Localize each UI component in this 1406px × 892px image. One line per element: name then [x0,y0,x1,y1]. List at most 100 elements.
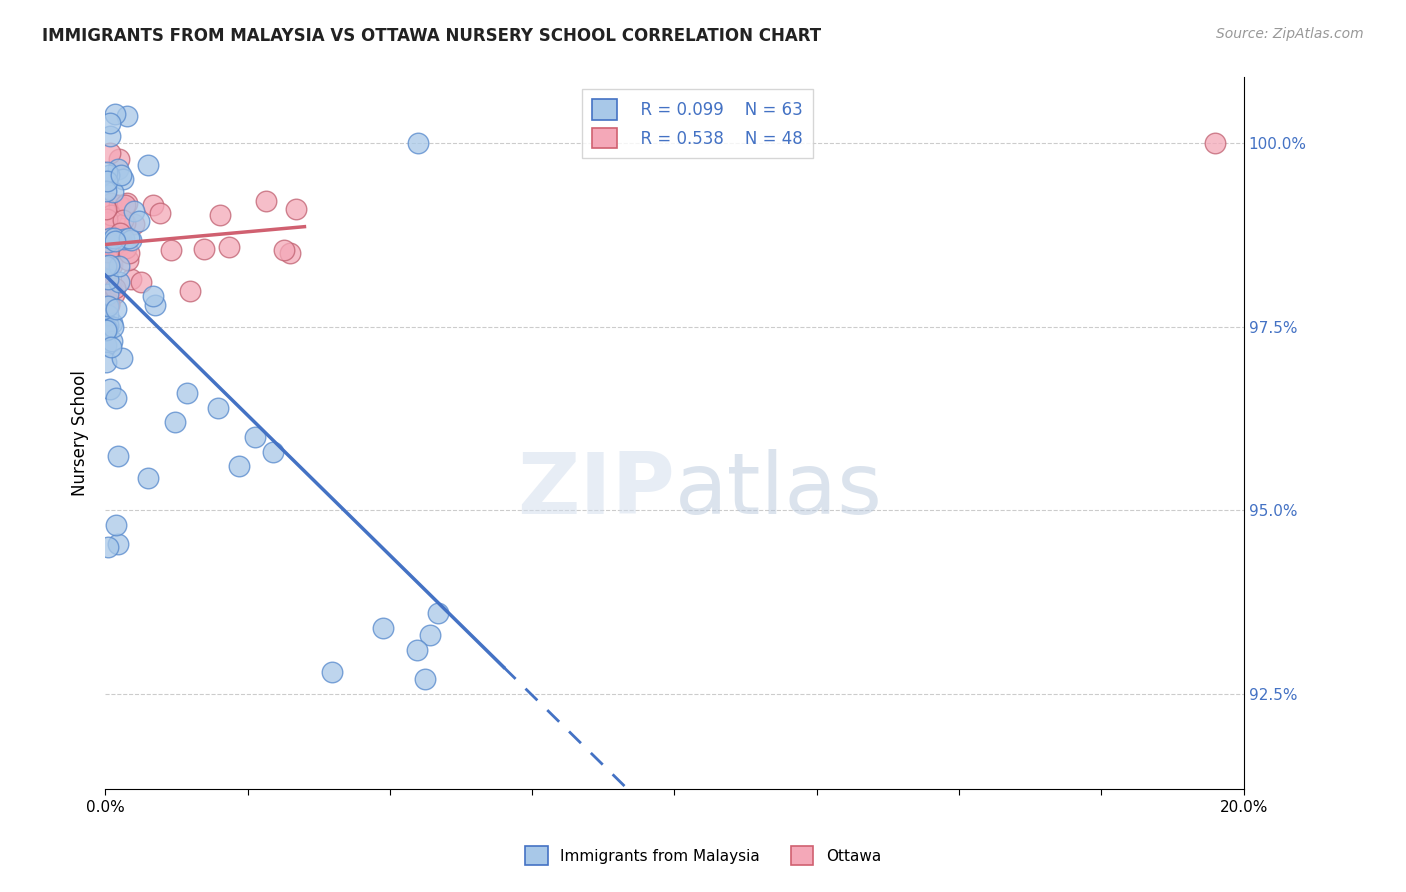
Point [108,226,131,240]
Point [111,172,134,186]
Legend:   R = 0.099    N = 63,   R = 0.538    N = 48: R = 0.099 N = 63, R = 0.538 N = 48 [582,89,813,159]
Point [97,308,120,322]
Point [96,322,118,336]
Point [94,299,117,313]
Point [128,214,150,228]
Point [117,195,139,210]
Point [408,136,430,151]
Point [179,284,201,298]
Point [101,253,124,268]
Point [208,208,231,222]
Text: ZIP: ZIP [517,449,675,532]
Point [98,258,121,272]
Point [100,116,122,130]
Point [112,232,135,246]
Point [104,391,127,405]
Point [114,198,136,212]
Point [115,110,138,124]
Point [101,258,124,272]
Point [94,202,117,216]
Point [104,281,127,295]
Point [115,241,138,255]
Point [207,401,229,415]
Point [104,301,127,316]
Point [97,287,120,301]
Text: IMMIGRANTS FROM MALAYSIA VS OTTAWA NURSERY SCHOOL CORRELATION CHART: IMMIGRANTS FROM MALAYSIA VS OTTAWA NURSE… [42,27,821,45]
Point [108,197,131,211]
Point [118,230,141,244]
Point [159,244,181,258]
Point [97,168,120,182]
Point [176,386,198,401]
Point [100,237,122,252]
Point [98,298,121,312]
Point [112,201,135,215]
Point [110,351,132,365]
Point [103,319,125,334]
Point [94,184,117,198]
Point [96,259,118,273]
Point [114,217,136,231]
Point [107,259,129,273]
Point [110,229,132,244]
Point [97,235,120,249]
Point [228,459,250,474]
Point [94,338,117,352]
Point [193,242,215,256]
Point [143,298,166,312]
Point [108,152,131,166]
Point [97,244,120,259]
Point [427,606,450,620]
Point [98,231,121,245]
Point [100,208,122,222]
Point [96,165,118,179]
Point [149,205,172,219]
Text: Source: ZipAtlas.com: Source: ZipAtlas.com [1216,27,1364,41]
Point [107,537,129,551]
Point [96,211,118,226]
Legend: Immigrants from Malaysia, Ottawa: Immigrants from Malaysia, Ottawa [519,840,887,871]
Point [120,271,142,285]
Text: atlas: atlas [675,449,883,532]
Point [110,168,132,182]
Point [371,621,394,635]
Point [97,272,120,286]
Point [94,355,117,369]
Point [100,223,122,237]
Point [129,275,152,289]
Point [100,334,122,349]
Point [100,196,122,211]
Point [142,288,165,302]
Point [104,234,127,248]
Point [107,449,129,463]
Point [117,253,139,268]
Point [280,246,302,260]
Point [97,215,120,229]
Point [96,174,118,188]
Point [142,197,165,211]
Point [103,185,125,199]
Point [103,287,125,301]
Point [98,128,121,143]
Point [122,204,145,219]
Point [101,240,124,254]
Point [103,231,125,245]
Point [107,161,129,176]
Point [1204,136,1226,151]
Y-axis label: Nursery School: Nursery School [72,370,89,496]
Point [96,278,118,293]
Point [218,240,240,254]
Point [100,281,122,295]
Point [97,299,120,313]
Point [136,470,159,484]
Point [321,665,343,679]
Point [262,444,284,458]
Point [405,642,427,657]
Point [97,318,120,332]
Point [101,316,124,330]
Point [254,194,277,208]
Point [117,245,139,260]
Point [120,233,142,247]
Point [243,430,266,444]
Point [94,323,117,337]
